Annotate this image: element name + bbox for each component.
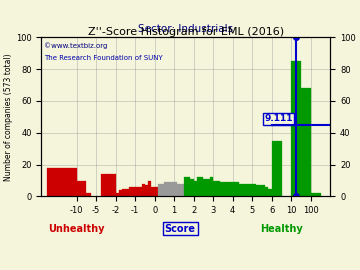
Bar xyxy=(86,193,91,197)
Bar xyxy=(181,184,184,197)
Bar xyxy=(223,182,226,197)
Bar xyxy=(177,184,181,197)
Bar xyxy=(220,182,223,197)
Bar xyxy=(197,177,200,197)
Title: Z''-Score Histogram for EML (2016): Z''-Score Histogram for EML (2016) xyxy=(88,27,284,37)
Bar xyxy=(101,174,111,197)
Bar xyxy=(161,184,165,197)
Bar xyxy=(226,182,229,197)
Bar xyxy=(139,187,141,197)
Bar xyxy=(265,187,269,197)
Bar xyxy=(145,185,148,197)
Bar xyxy=(129,187,132,197)
Bar xyxy=(122,188,125,197)
Text: Score: Score xyxy=(165,224,195,234)
Text: 9.111: 9.111 xyxy=(264,114,293,123)
Bar xyxy=(155,187,158,197)
Bar xyxy=(269,188,272,197)
Bar xyxy=(148,181,151,197)
Bar xyxy=(259,185,262,197)
Text: Unhealthy: Unhealthy xyxy=(48,224,104,234)
Bar xyxy=(213,181,217,197)
Bar xyxy=(203,179,207,197)
Bar xyxy=(252,184,256,197)
Bar xyxy=(141,184,145,197)
Y-axis label: Number of companies (573 total): Number of companies (573 total) xyxy=(4,53,13,181)
Bar xyxy=(77,181,86,197)
Bar xyxy=(246,184,249,197)
Bar xyxy=(272,141,282,197)
Bar xyxy=(301,88,311,197)
Bar xyxy=(200,177,203,197)
Bar xyxy=(158,184,161,197)
Text: ©www.textbiz.org: ©www.textbiz.org xyxy=(44,42,108,49)
Bar xyxy=(151,187,155,197)
Bar xyxy=(174,182,177,197)
Bar xyxy=(229,182,233,197)
Bar xyxy=(165,182,168,197)
Bar xyxy=(184,177,187,197)
Bar xyxy=(194,181,197,197)
Bar xyxy=(243,184,246,197)
Text: The Research Foundation of SUNY: The Research Foundation of SUNY xyxy=(44,55,163,61)
Bar xyxy=(291,61,301,197)
Bar xyxy=(119,190,122,197)
Bar xyxy=(171,182,174,197)
Text: Sector: Industrials: Sector: Industrials xyxy=(138,24,233,34)
Bar xyxy=(236,182,239,197)
Bar xyxy=(111,174,116,197)
Bar xyxy=(262,185,265,197)
Bar xyxy=(190,179,194,197)
Bar xyxy=(249,184,252,197)
Bar xyxy=(311,193,321,197)
Bar xyxy=(47,168,77,197)
Bar xyxy=(187,177,190,197)
Text: Healthy: Healthy xyxy=(260,224,303,234)
Bar xyxy=(116,193,119,197)
Bar xyxy=(210,177,213,197)
Bar xyxy=(168,182,171,197)
Bar xyxy=(256,185,259,197)
Bar xyxy=(233,182,236,197)
Bar xyxy=(135,187,139,197)
Bar xyxy=(132,187,135,197)
Bar xyxy=(217,181,220,197)
Bar xyxy=(207,179,210,197)
Bar xyxy=(125,188,129,197)
Bar xyxy=(239,184,243,197)
